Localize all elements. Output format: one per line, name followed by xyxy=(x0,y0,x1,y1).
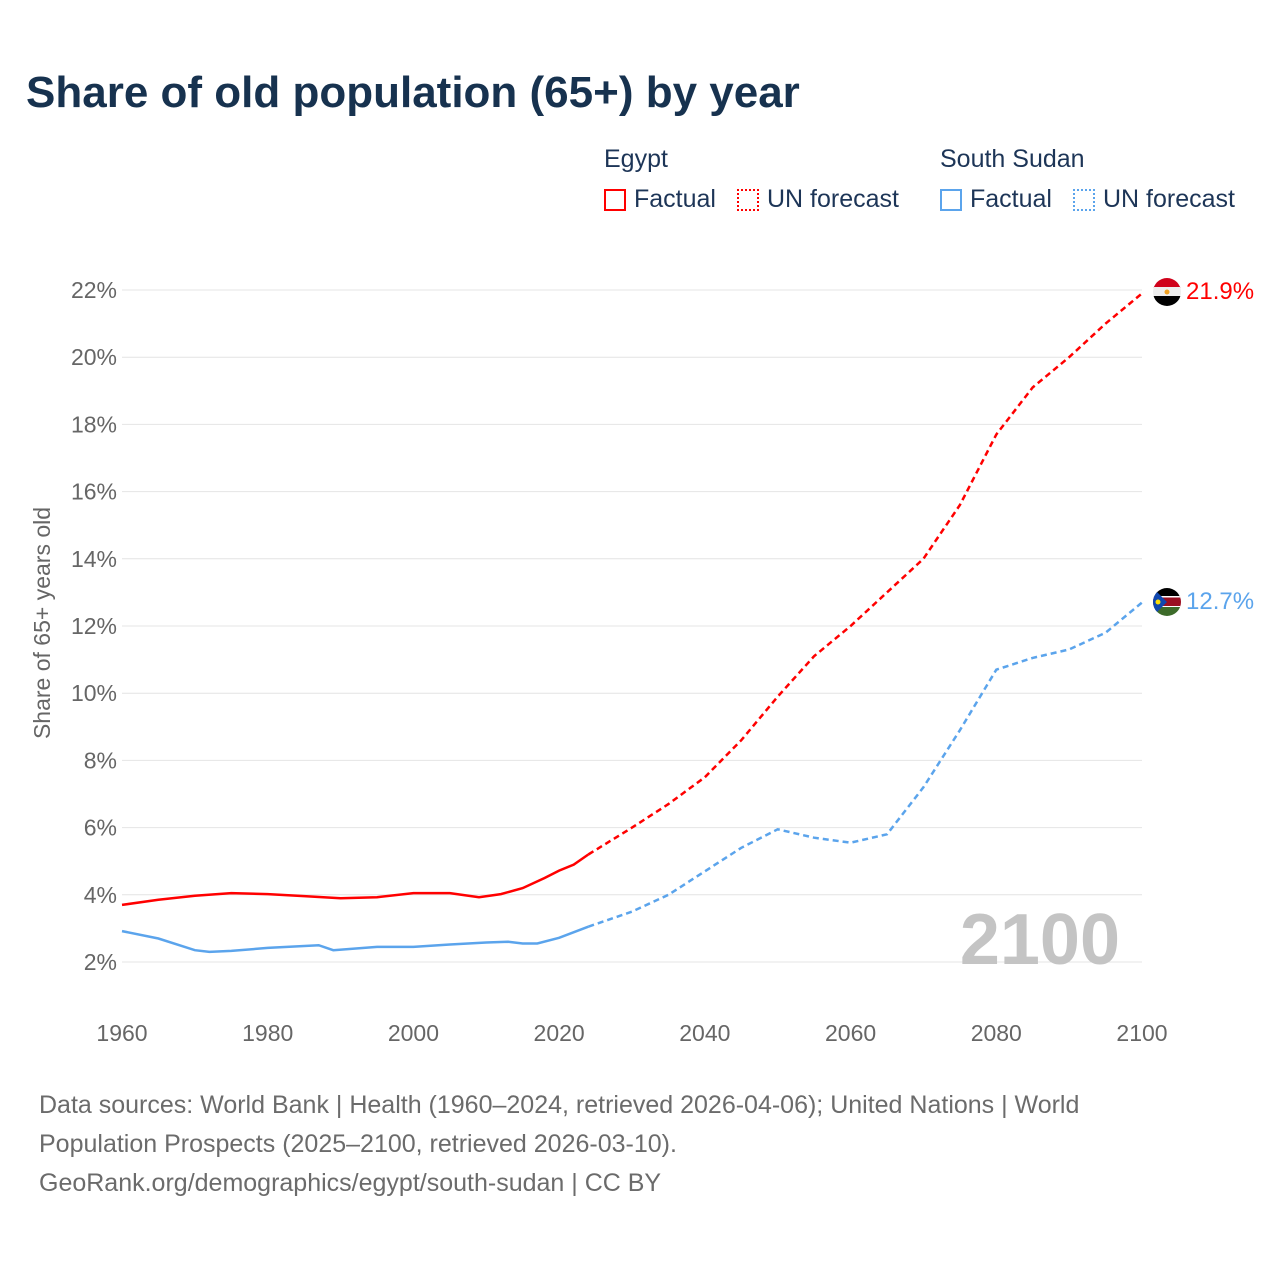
egypt-forecast-line xyxy=(587,292,1143,856)
x-tick-label: 1960 xyxy=(96,1020,147,1046)
legend-label: Factual xyxy=(634,185,716,213)
legend-south-sudan-factual[interactable]: Factual xyxy=(940,185,1052,214)
chart-title: Share of old population (65+) by year xyxy=(26,68,800,117)
line-chart: 2% 4% 6% 8% 10% 12% 14% 16% 18% 20% 22% 1960 1980 200… xyxy=(29,277,1254,1046)
year-watermark: 2100 xyxy=(960,900,1120,980)
footer-sources: Data sources: World Bank | Health (1960–… xyxy=(39,1086,1239,1203)
y-tick-label: 14% xyxy=(71,546,117,572)
y-tick-label: 6% xyxy=(84,815,117,841)
footer-line: Data sources: World Bank | Health (1960–… xyxy=(39,1091,1080,1119)
y-tick-label: 10% xyxy=(71,680,117,706)
legend-swatch-dotted xyxy=(1073,188,1095,211)
footer-line: Population Prospects (2025–2100, retriev… xyxy=(39,1130,677,1158)
legend-south-sudan-forecast[interactable]: UN forecast xyxy=(1073,185,1235,214)
legend-egypt-heading: Egypt xyxy=(604,145,668,173)
y-tick-label: 8% xyxy=(84,747,117,773)
legend-egypt-forecast[interactable]: UN forecast xyxy=(737,185,899,214)
x-tick-label: 1980 xyxy=(242,1020,293,1046)
y-tick-label: 12% xyxy=(71,613,117,639)
south-sudan-factual-line xyxy=(121,925,589,954)
legend-label: UN forecast xyxy=(767,185,899,213)
x-tick-label: 2060 xyxy=(825,1020,876,1046)
legend-swatch-solid xyxy=(940,188,962,211)
egypt-flag-icon xyxy=(1153,278,1181,306)
egypt-end-label: 21.9% xyxy=(1186,278,1254,305)
legend-egypt-factual[interactable]: Factual xyxy=(604,185,716,214)
y-tick-label: 4% xyxy=(84,882,117,908)
y-tick-label: 22% xyxy=(71,277,117,303)
legend-swatch-dotted xyxy=(737,188,759,211)
x-tick-label: 2100 xyxy=(1116,1020,1167,1046)
y-tick-label: 16% xyxy=(71,479,117,505)
y-axis-label: Share of 65+ years old xyxy=(29,507,55,739)
south-sudan-forecast-line xyxy=(587,601,1143,928)
legend-label: Factual xyxy=(970,185,1052,213)
x-tick-label: 2080 xyxy=(971,1020,1022,1046)
y-tick-label: 2% xyxy=(84,949,117,975)
legend-south-sudan-heading: South Sudan xyxy=(940,145,1085,173)
x-tick-label: 2020 xyxy=(534,1020,585,1046)
x-tick-label: 2000 xyxy=(388,1020,439,1046)
legend-label: UN forecast xyxy=(1103,185,1235,213)
x-tick-label: 2040 xyxy=(679,1020,730,1046)
legend-swatch-solid xyxy=(604,188,626,211)
footer-link[interactable]: GeoRank.org/demographics/egypt/south-sud… xyxy=(39,1169,662,1197)
egypt-factual-line xyxy=(121,853,590,907)
south-sudan-flag-icon xyxy=(1153,588,1181,616)
y-tick-label: 20% xyxy=(71,344,117,370)
south-sudan-end-label: 12.7% xyxy=(1186,588,1254,615)
y-tick-label: 18% xyxy=(71,411,117,437)
